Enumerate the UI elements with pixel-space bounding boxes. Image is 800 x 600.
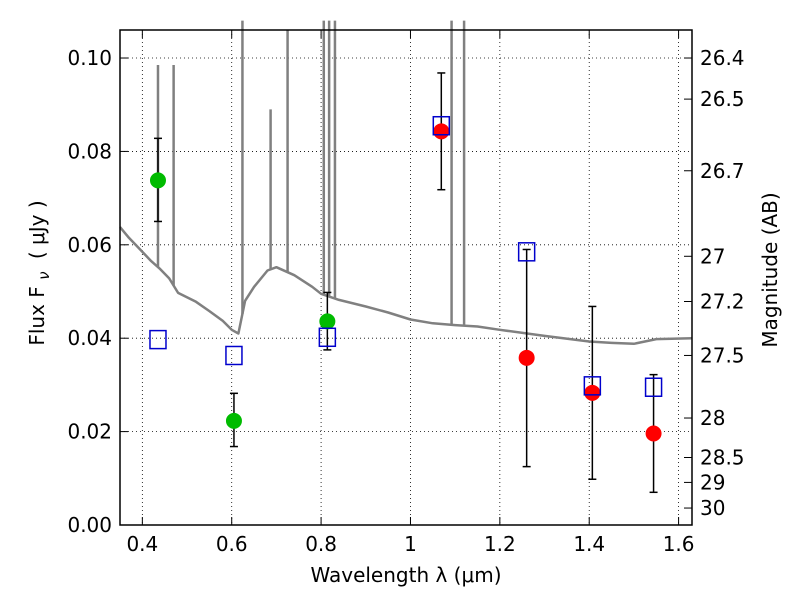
mag-tick-label: 26.4 bbox=[700, 46, 745, 70]
mag-tick-label: 27.2 bbox=[700, 289, 745, 313]
y-label-subscript: ν bbox=[35, 271, 53, 279]
x-tick-label: 1.4 bbox=[573, 532, 605, 556]
mag-tick-label: 28 bbox=[700, 406, 725, 430]
y-tick-label: 0.02 bbox=[67, 420, 112, 444]
x-tick-label: 1 bbox=[404, 532, 417, 556]
mag-tick-label: 27.5 bbox=[700, 343, 745, 367]
axis-ticks: 0.4 0.6 0.8 1 1.2 1.4 1.6 0.00 0.02 0.04 0.06 0.08 0… bbox=[67, 30, 745, 556]
x-tick-label: 0.8 bbox=[305, 532, 337, 556]
mag-tick-label: 29 bbox=[700, 470, 725, 494]
red-data-point bbox=[518, 349, 535, 366]
y-tick-label: 0.06 bbox=[67, 233, 112, 257]
model-square-point bbox=[225, 345, 243, 366]
model-square-point bbox=[318, 327, 337, 348]
model-square-point bbox=[517, 242, 536, 262]
green-data-point bbox=[319, 313, 336, 330]
x-tick-label: 1.6 bbox=[663, 532, 695, 556]
y-tick-label: 0.00 bbox=[67, 513, 112, 537]
mag-tick-label: 26.7 bbox=[700, 159, 745, 183]
data-points bbox=[149, 115, 663, 442]
y-tick-label: 0.10 bbox=[67, 46, 112, 70]
y-label-flux: Flux F bbox=[25, 286, 49, 345]
x-axis-label: Wavelength λ (μm) bbox=[310, 563, 501, 587]
y-tick-label: 0.04 bbox=[67, 326, 112, 350]
y-tick-label: 0.08 bbox=[67, 139, 112, 163]
x-tick-label: 0.6 bbox=[216, 532, 248, 556]
mag-tick-label: 26.5 bbox=[700, 87, 745, 111]
model-square-point bbox=[432, 115, 451, 136]
green-data-point bbox=[225, 412, 242, 429]
error-bars bbox=[153, 72, 658, 494]
y-label-unit: ( μJy ) bbox=[25, 200, 49, 259]
green-data-point bbox=[149, 172, 166, 189]
mag-tick-label: 30 bbox=[700, 496, 725, 520]
y-axis-label-left: Flux F ν ( μJy ) bbox=[25, 200, 54, 345]
mag-tick-label: 27 bbox=[700, 244, 725, 268]
red-data-point bbox=[584, 384, 601, 401]
template-spectrum bbox=[119, 20, 693, 346]
red-data-point bbox=[645, 425, 662, 442]
model-square-point bbox=[583, 376, 602, 396]
y-axis-label-right: Magnitude (AB) bbox=[758, 192, 782, 347]
model-square-point bbox=[149, 329, 167, 350]
template-continuum bbox=[119, 226, 693, 346]
grid-lines bbox=[120, 30, 692, 526]
red-data-point bbox=[433, 123, 450, 140]
mag-tick-label: 28.5 bbox=[700, 446, 745, 470]
svg-text:Flux F ν ( μJy ): Flux F ν ( μJy ) bbox=[25, 200, 54, 345]
model-square-point bbox=[644, 377, 663, 397]
x-tick-label: 1.2 bbox=[484, 532, 516, 556]
plot-frame bbox=[119, 29, 693, 526]
x-tick-label: 0.4 bbox=[126, 532, 158, 556]
